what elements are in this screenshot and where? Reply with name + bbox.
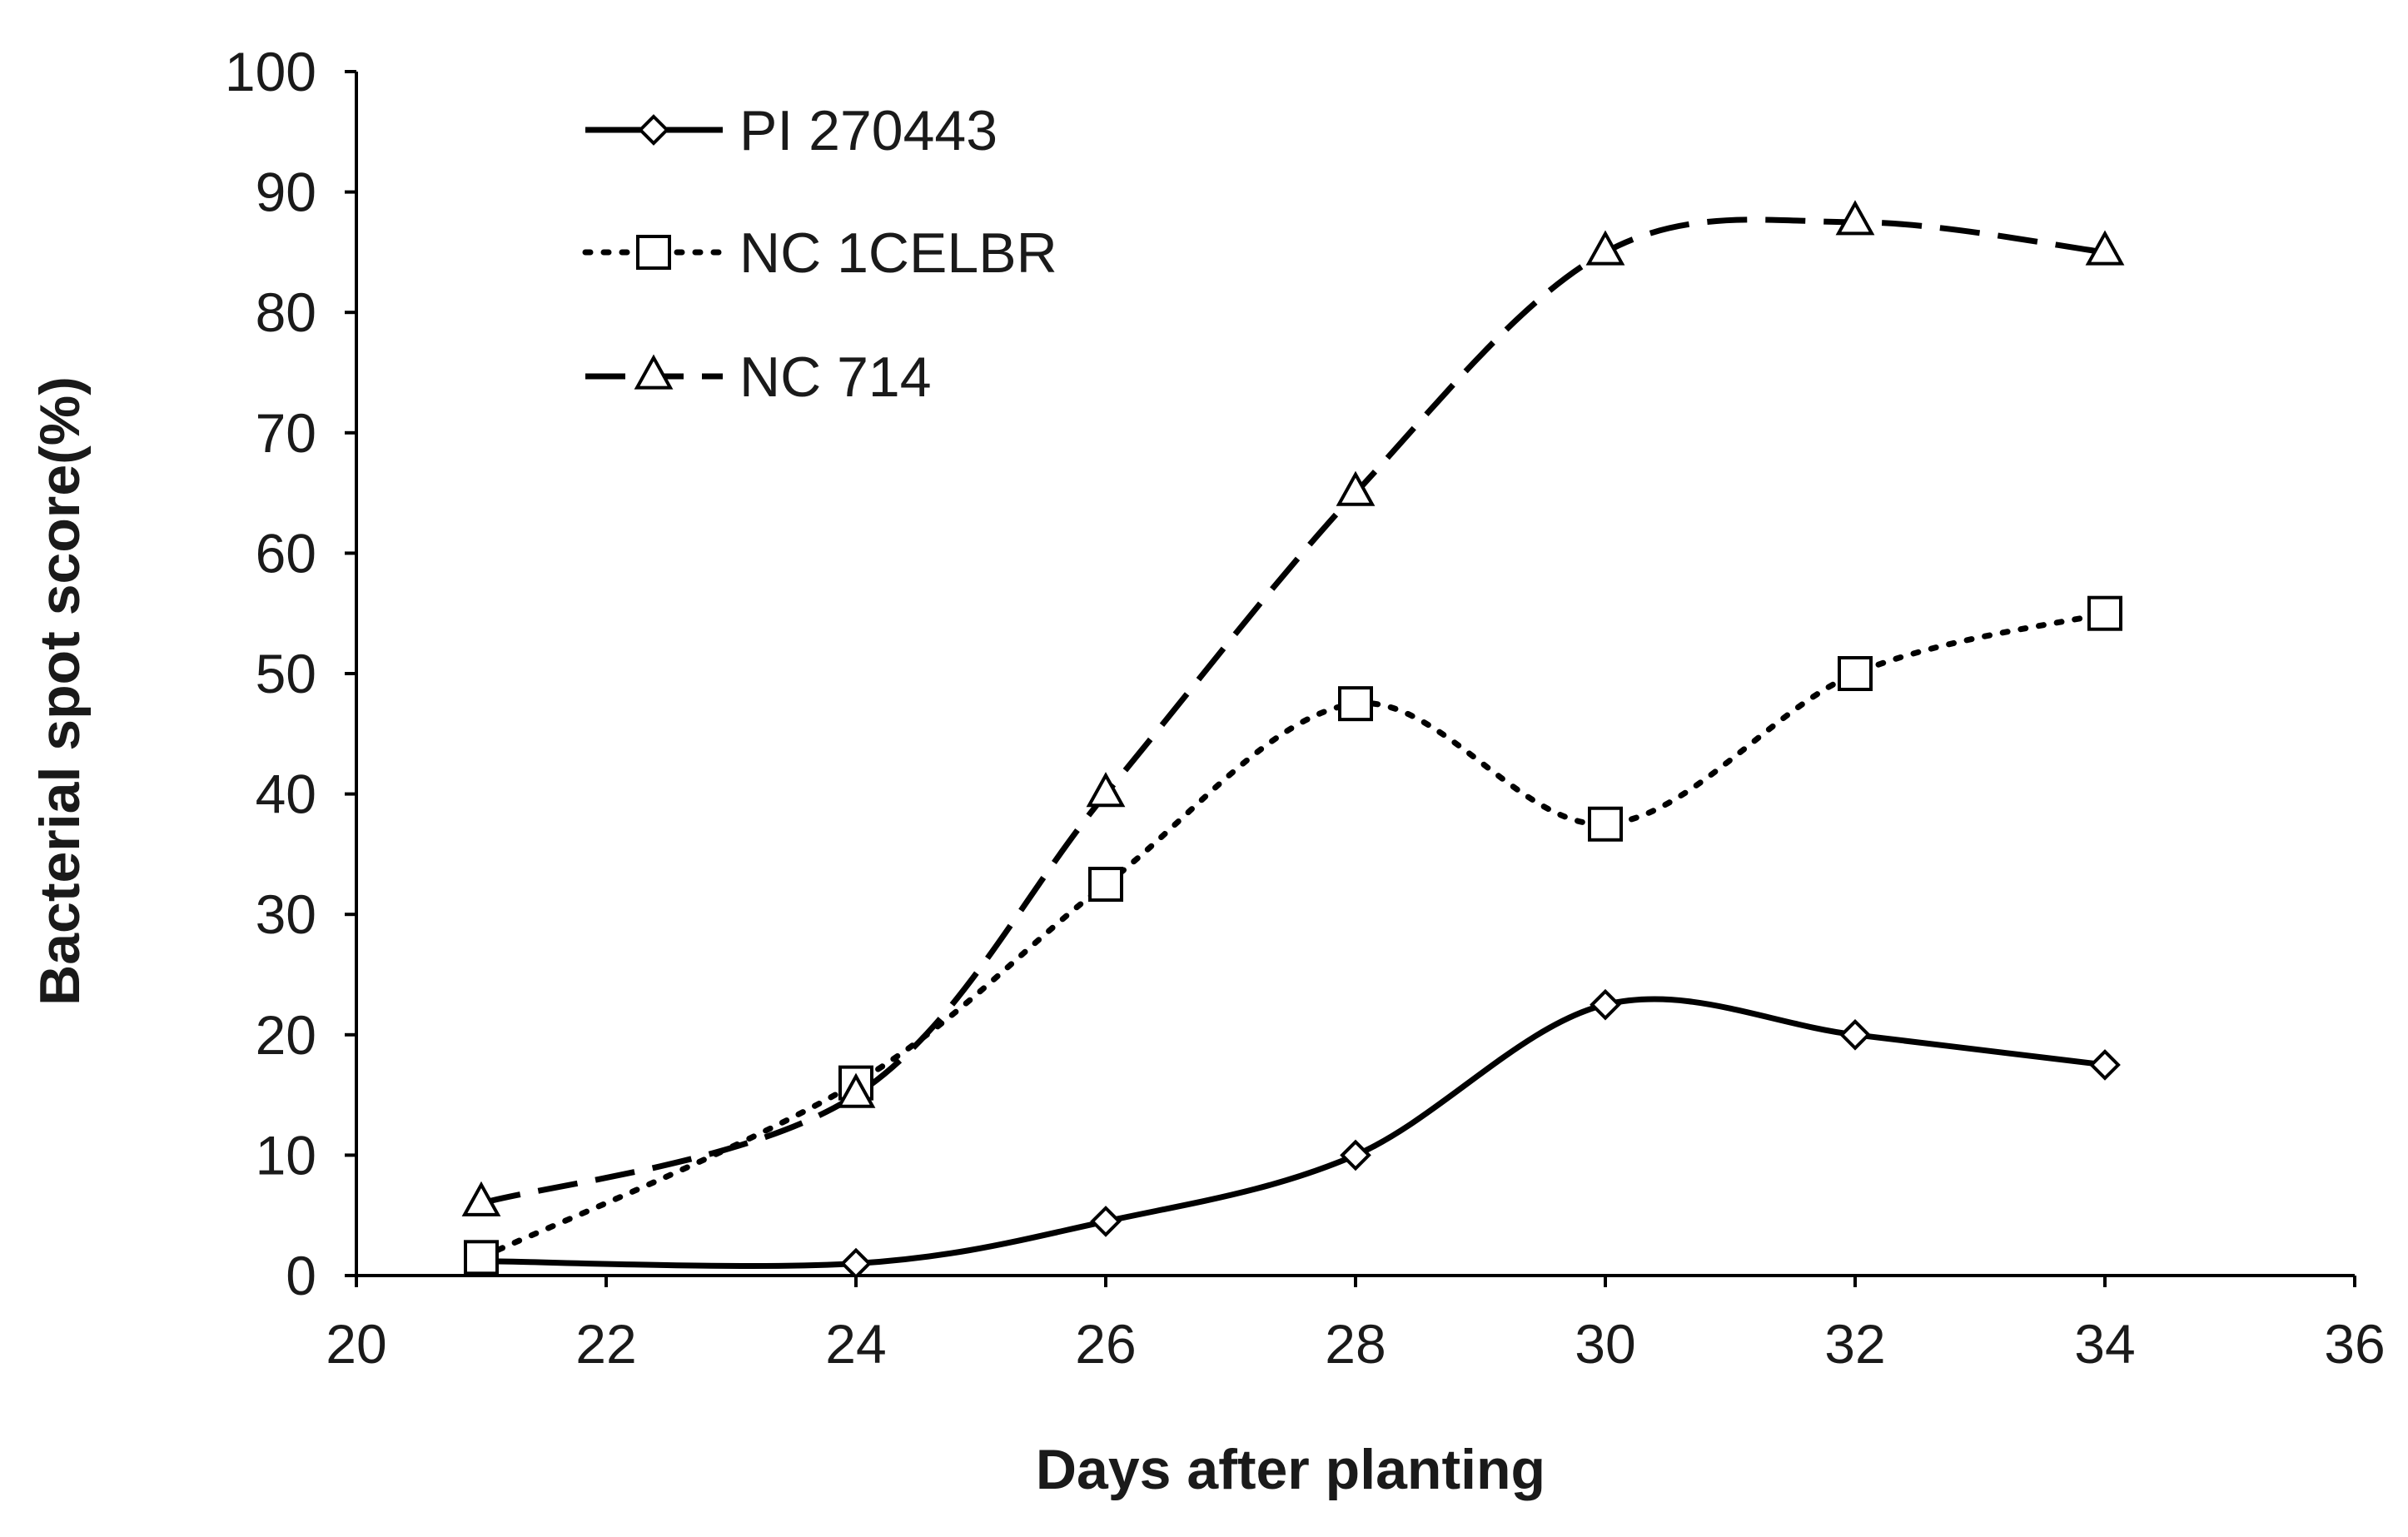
data-point-triangle (1835, 200, 1875, 236)
y-tick-label: 90 (256, 162, 316, 223)
y-tick-label: 40 (256, 764, 316, 825)
data-point-square (1588, 806, 1623, 842)
legend-label: NC 1CELBR (739, 221, 1057, 285)
y-tick-label: 50 (256, 643, 316, 704)
data-point-triangle (1336, 470, 1376, 506)
data-point-triangle (1086, 772, 1126, 808)
data-point-triangle (461, 1181, 501, 1216)
y-tick-label: 20 (256, 1004, 316, 1066)
series-line-3 (480, 216, 2106, 1206)
legend-swatch-marker (638, 114, 669, 146)
series-line-2 (478, 610, 2108, 1261)
data-point-triangle (836, 1072, 876, 1108)
y-axis-title: Bacterial spot score(%) (28, 376, 92, 1006)
data-point-triangle (2085, 230, 2125, 266)
x-axis-title: Days after planting (1036, 1438, 1545, 1501)
data-point-diamond (1090, 1206, 1122, 1237)
x-tick-label: 26 (1075, 1313, 1136, 1375)
data-point-triangle (1585, 230, 1625, 266)
data-point-square (1838, 656, 1873, 691)
y-tick-label: 0 (286, 1245, 316, 1306)
data-point-square (464, 1240, 499, 1276)
series-lines (478, 216, 2108, 1270)
data-point-square (2087, 595, 2122, 631)
x-tick-label: 32 (1824, 1313, 1885, 1375)
data-point-diamond (1340, 1139, 1371, 1171)
data-point-diamond (2089, 1049, 2121, 1081)
data-point-diamond (840, 1247, 872, 1280)
legend-swatch-marker (634, 354, 674, 390)
axes: 0 10 20 30 40 50 60 70 80 90 100 20 22 24 26 28 30 32 34 36 (225, 41, 2386, 1375)
legend-label: PI 270443 (739, 99, 998, 162)
x-tick-label: 30 (1575, 1313, 1635, 1375)
legend: PI 270443 NC 1CELBR NC 714 (582, 99, 1057, 409)
x-tick-label: 24 (825, 1313, 886, 1375)
y-tick-label: 10 (256, 1124, 316, 1186)
y-tick-label: 30 (256, 883, 316, 945)
x-tick-label: 34 (2074, 1313, 2135, 1375)
x-tick-label: 22 (575, 1313, 636, 1375)
data-point-diamond (1590, 988, 1621, 1021)
y-tick-label: 100 (225, 41, 316, 102)
y-tick-label: 70 (256, 402, 316, 464)
y-tick-label: 80 (256, 281, 316, 343)
data-point-diamond (1839, 1018, 1871, 1051)
x-tick-label: 20 (326, 1313, 386, 1375)
series-markers (461, 200, 2125, 1280)
data-point-square (1338, 686, 1373, 722)
x-tick-label: 28 (1325, 1313, 1386, 1375)
legend-swatch-marker (636, 235, 671, 270)
y-tick-label: 60 (256, 522, 316, 584)
x-tick-label: 36 (2324, 1313, 2385, 1375)
legend-label: NC 714 (739, 346, 932, 409)
data-point-square (1088, 867, 1123, 903)
